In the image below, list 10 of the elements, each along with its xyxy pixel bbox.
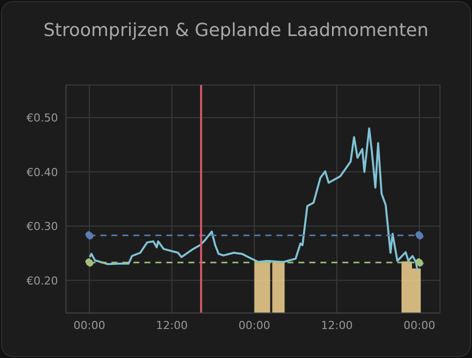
x-tick-label: 12:00 — [156, 318, 188, 332]
chart-title: Stroomprijzen & Geplande Laadmomenten — [42, 20, 430, 41]
y-tick-label: €0.30 — [26, 220, 58, 234]
y-tick-label: €0.50 — [26, 111, 58, 124]
x-tick-label: 12:00 — [321, 318, 353, 332]
x-tick-label: 00:00 — [238, 318, 270, 332]
x-tick-label: 00:00 — [404, 318, 436, 332]
y-tick-label: €0.40 — [26, 166, 58, 179]
y-tick-label: €0.20 — [26, 274, 58, 288]
x-tick-label: 00:00 — [74, 318, 106, 332]
